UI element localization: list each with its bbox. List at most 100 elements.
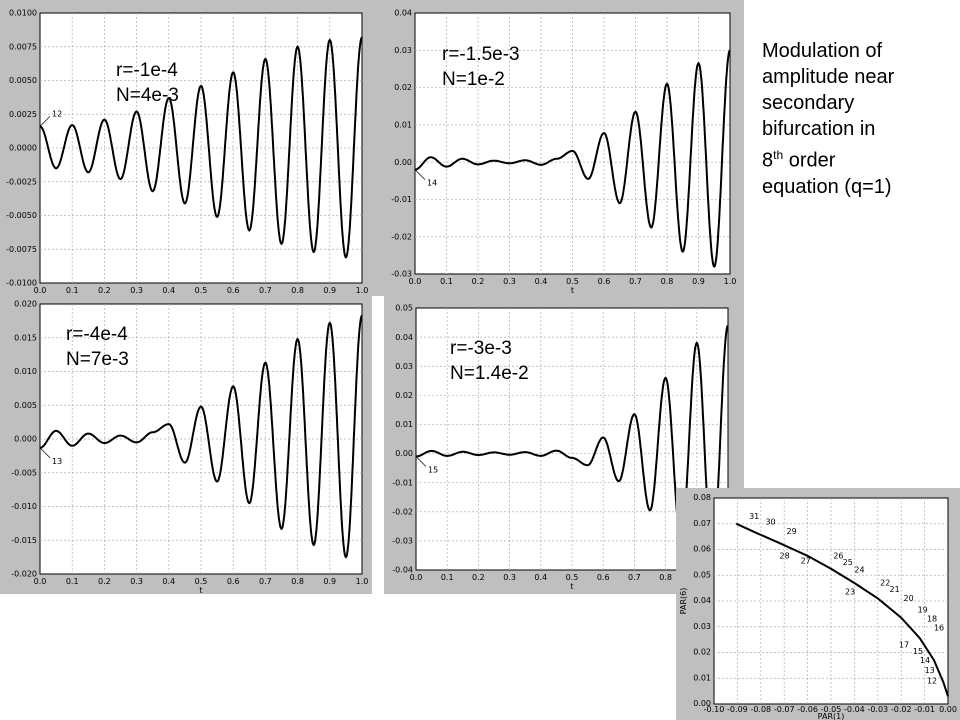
- y-tick-label: 0.03: [394, 46, 412, 55]
- y-tick-label: -0.010: [11, 502, 37, 511]
- x-tick-label: -0.06: [797, 705, 818, 714]
- x-tick-label: 0.1: [441, 573, 454, 582]
- caption-line: 8th order: [762, 142, 952, 174]
- y-tick-label: 0.03: [693, 622, 711, 631]
- caption-line: bifurcation in: [762, 118, 876, 140]
- x-tick-label: 0.5: [566, 277, 579, 286]
- y-tick-label: -0.020: [11, 570, 37, 579]
- x-tick-label: 0.2: [98, 286, 111, 295]
- chart-1: 0.0 0.1 0.2 0.3 0.4 0.5 0.6 0.7 0.8 0.9 1.0 -0.0100…: [6, 9, 368, 295]
- x-axis-label: t: [570, 582, 573, 591]
- y-tick-label: 0.005: [14, 401, 37, 410]
- point-annotation: 12: [52, 109, 62, 118]
- caption-text-rest: order: [783, 149, 836, 172]
- x-tick-label: 0.6: [227, 577, 240, 586]
- x-axis-label: t: [199, 586, 202, 594]
- point-label: 27: [801, 557, 811, 566]
- x-tick-label: 0.8: [659, 573, 672, 582]
- point-label: 21: [890, 585, 900, 594]
- r-value: r=-1.5e-3: [442, 44, 520, 65]
- y-tick-label: -0.01: [392, 478, 413, 487]
- x-tick-label: -0.02: [891, 705, 912, 714]
- param-label-1: r=-1e-4 N=4e-3: [116, 58, 179, 108]
- point-label: 26: [833, 552, 843, 561]
- point-label: 29: [787, 527, 797, 536]
- x-tick-label: 0.3: [503, 277, 516, 286]
- x-tick-label: -0.08: [750, 705, 771, 714]
- y-tick-label: 0.07: [693, 519, 711, 528]
- y-tick-label: 0.000: [14, 435, 37, 444]
- point-label: 25: [843, 558, 853, 567]
- y-tick-label: 0.0000: [9, 144, 37, 153]
- y-tick-label: -0.015: [11, 536, 37, 545]
- param-label-3: r=-4e-4 N=7e-3: [66, 322, 129, 372]
- x-tick-label: 0.7: [259, 286, 272, 295]
- n-value: N=4e-3: [116, 85, 179, 106]
- chart-panel-1: 0.0 0.1 0.2 0.3 0.4 0.5 0.6 0.7 0.8 0.9 1.0 -0.0100…: [0, 0, 372, 296]
- caption-line: secondary: [762, 92, 855, 114]
- chart-panel-2: 0.0 0.1 0.2 0.3 0.4 0.5 0.6 0.7 0.8 0.9 1.0 -0.03 -0…: [372, 0, 744, 296]
- x-tick-label: 0.4: [162, 286, 175, 295]
- y-tick-label: 0.02: [693, 648, 711, 657]
- y-tick-label: 0.05: [693, 570, 711, 579]
- n-value: N=7e-3: [66, 349, 129, 370]
- y-tick-label: 0.02: [395, 391, 413, 400]
- x-tick-label: 1.0: [356, 577, 369, 586]
- x-tick-label: 0.9: [323, 577, 336, 586]
- chart-panel-3: 0.0 0.1 0.2 0.3 0.4 0.5 0.6 0.7 0.8 0.9 1.0 -0.020 -…: [0, 296, 372, 594]
- y-tick-label: -0.0075: [6, 245, 37, 254]
- point-annotation: 14: [427, 179, 437, 188]
- annotation-leader: [39, 116, 51, 127]
- chart-panel-5: -0.10 -0.09 -0.08 -0.07 -0.06 -0.05 -0.04 -0.03…: [676, 488, 960, 720]
- x-tick-label: -0.01: [914, 705, 935, 714]
- y-tick-label: 0.01: [394, 121, 412, 130]
- y-tick-label: -0.0025: [6, 177, 37, 186]
- point-label: 16: [934, 624, 944, 633]
- r-value: r=-3e-3: [450, 338, 512, 359]
- y-tick-label: 0.08: [693, 493, 711, 502]
- point-label: 24: [854, 566, 864, 575]
- caption-superscript: th: [773, 148, 784, 162]
- x-tick-label: 0.2: [98, 577, 111, 586]
- x-tick-label: 0.00: [939, 705, 957, 714]
- x-tick-label: 0.5: [195, 286, 208, 295]
- x-tick-label: 0.5: [195, 577, 208, 586]
- y-tick-label: -0.03: [392, 537, 413, 546]
- point-label: 13: [925, 666, 935, 675]
- y-tick-label: -0.04: [392, 566, 413, 575]
- x-tick-label: 0.0: [34, 577, 47, 586]
- y-tick-label: -0.02: [391, 232, 412, 241]
- x-tick-label: 0.9: [323, 286, 336, 295]
- y-tick-label: 0.04: [394, 9, 412, 18]
- x-tick-label: 0.2: [472, 277, 485, 286]
- x-tick-label: 0.0: [410, 573, 423, 582]
- y-tick-label: 0.00: [394, 158, 412, 167]
- x-tick-label: 0.6: [598, 277, 611, 286]
- y-tick-label: -0.005: [11, 468, 37, 477]
- chart-3: 0.0 0.1 0.2 0.3 0.4 0.5 0.6 0.7 0.8 0.9 1.0 -0.020 -…: [11, 300, 369, 594]
- y-tick-label: 0.04: [395, 333, 413, 342]
- chart-2: 0.0 0.1 0.2 0.3 0.4 0.5 0.6 0.7 0.8 0.9 1.0 -0.03 -0…: [391, 9, 736, 295]
- caption-ordinal: 8: [762, 149, 774, 172]
- y-tick-label: 0.0025: [9, 110, 37, 119]
- n-value: N=1.4e-2: [450, 363, 529, 384]
- y-tick-label: -0.02: [392, 507, 413, 516]
- x-tick-label: 0.4: [535, 277, 548, 286]
- point-label: 31: [749, 512, 759, 521]
- x-tick-label: 0.8: [291, 286, 304, 295]
- y-tick-label: 0.015: [14, 333, 37, 342]
- series-line: [415, 49, 731, 268]
- x-tick-label: 0.1: [440, 277, 453, 286]
- point-label: 20: [904, 594, 914, 603]
- point-label: 28: [780, 552, 790, 561]
- x-tick-label: -0.04: [844, 705, 865, 714]
- caption-line: amplitude near: [762, 66, 895, 88]
- y-tick-label: 0.06: [693, 545, 711, 554]
- x-tick-label: 0.1: [66, 286, 79, 295]
- annotation-leader: [39, 447, 51, 459]
- x-tick-label: -0.10: [704, 705, 725, 714]
- y-tick-label: 0.05: [395, 304, 413, 313]
- x-tick-label: 0.3: [130, 286, 143, 295]
- y-tick-label: -0.03: [391, 270, 412, 279]
- chart-5: -0.10 -0.09 -0.08 -0.07 -0.06 -0.05 -0.04 -0.03…: [679, 493, 957, 720]
